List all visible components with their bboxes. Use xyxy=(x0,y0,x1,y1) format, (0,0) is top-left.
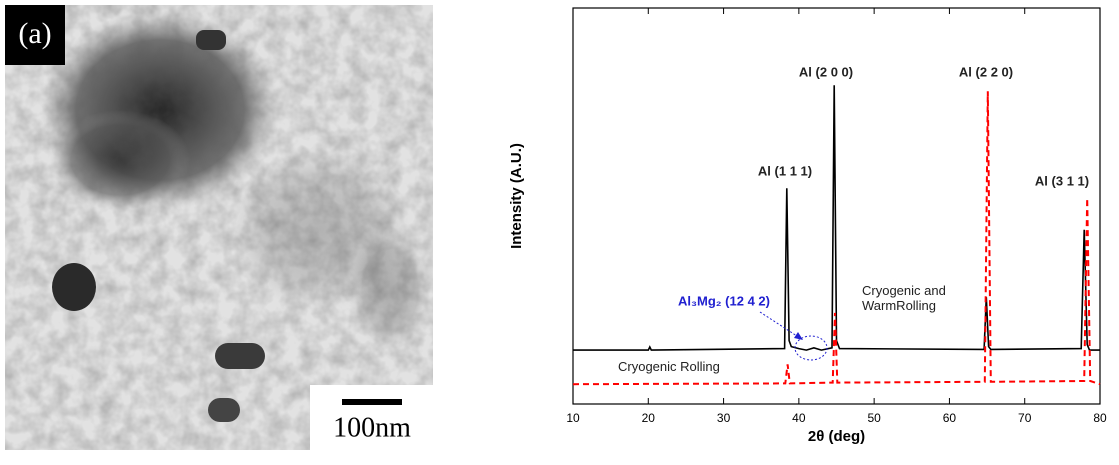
x-tick-label: 50 xyxy=(867,411,881,425)
panel-label-box xyxy=(5,5,65,65)
y-axis-label: Intensity (A.U.) xyxy=(508,143,525,249)
x-tick-label: 70 xyxy=(1018,411,1032,425)
x-tick-label: 20 xyxy=(642,411,656,425)
scale-bar xyxy=(342,399,402,405)
panel-label: (a) xyxy=(18,17,51,50)
plot-frame xyxy=(572,7,1101,405)
x-tick-label: 60 xyxy=(943,411,957,425)
phase-marker xyxy=(794,335,828,361)
peak-annotation: Al (2 0 0) xyxy=(799,64,853,79)
scale-label: 100nm xyxy=(333,412,411,443)
chart: 10 20 30 40 50 60 70 80 2θ (deg) Intensity (A.U.)… xyxy=(508,7,1107,445)
x-tick-label: 10 xyxy=(566,411,580,425)
x-tick-label: 40 xyxy=(792,411,806,425)
phase-arrow xyxy=(759,311,801,339)
x-tick-label: 30 xyxy=(717,411,731,425)
series-label: Cryogenic Rolling xyxy=(618,359,720,374)
scale-box xyxy=(310,385,433,450)
peak-annotation: Al (1 1 1) xyxy=(758,163,812,178)
peak-annotation: Al (3 1 1) xyxy=(1035,173,1089,188)
peak-annotation: Al (2 2 0) xyxy=(959,64,1013,79)
micrograph xyxy=(5,5,433,450)
phase-arrowhead xyxy=(794,332,803,340)
series-line xyxy=(572,91,1101,386)
series-label: Cryogenic and WarmRolling xyxy=(862,283,946,313)
x-axis-label: 2θ (deg) xyxy=(808,428,865,445)
peak-annotation: Al₃Mg₂ (12 4 2) xyxy=(678,293,770,308)
series-line xyxy=(573,85,1100,351)
x-tick-label: 80 xyxy=(1093,411,1107,425)
